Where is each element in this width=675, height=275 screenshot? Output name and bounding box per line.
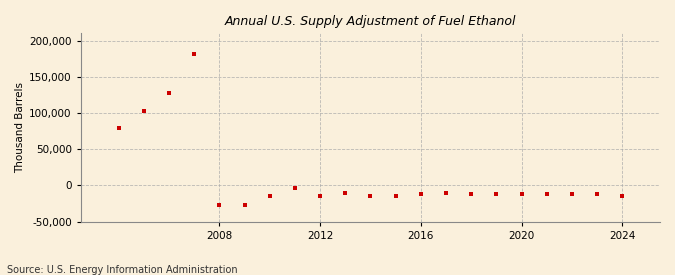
Point xyxy=(189,52,200,57)
Point xyxy=(466,192,477,196)
Point xyxy=(441,191,452,195)
Point xyxy=(163,91,174,96)
Point xyxy=(516,192,527,196)
Point xyxy=(491,192,502,196)
Point xyxy=(566,192,577,196)
Point xyxy=(290,186,300,191)
Title: Annual U.S. Supply Adjustment of Fuel Ethanol: Annual U.S. Supply Adjustment of Fuel Et… xyxy=(225,15,516,28)
Point xyxy=(315,193,325,198)
Y-axis label: Thousand Barrels: Thousand Barrels xyxy=(15,82,25,173)
Text: Source: U.S. Energy Information Administration: Source: U.S. Energy Information Administ… xyxy=(7,265,238,275)
Point xyxy=(592,192,603,196)
Point xyxy=(415,192,426,196)
Point xyxy=(340,191,350,195)
Point xyxy=(138,109,149,113)
Point xyxy=(365,194,376,199)
Point xyxy=(617,193,628,198)
Point xyxy=(541,192,552,196)
Point xyxy=(265,194,275,199)
Point xyxy=(214,203,225,207)
Point xyxy=(113,125,124,130)
Point xyxy=(239,203,250,207)
Point xyxy=(390,194,401,199)
